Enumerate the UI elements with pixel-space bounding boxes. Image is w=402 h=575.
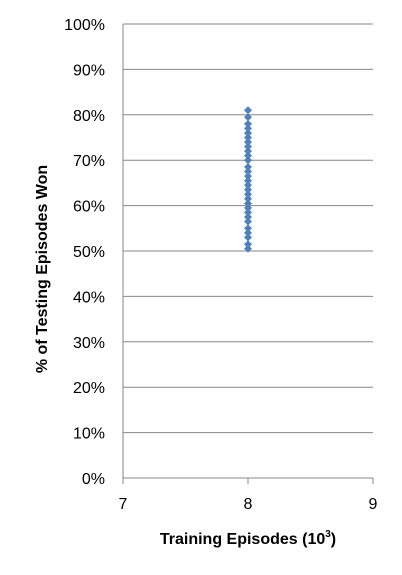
data-point bbox=[244, 142, 252, 151]
y-tick-labels: 0% 10% 20% 30% 40% 50% 60% 70% 80% 90% 100% bbox=[64, 17, 105, 488]
y-tick-label-70pct: 70% bbox=[73, 153, 105, 170]
x-tick-label-9: 9 bbox=[369, 496, 378, 513]
data-point bbox=[244, 124, 252, 133]
data-point bbox=[244, 190, 252, 199]
x-tick-label-7: 7 bbox=[119, 496, 128, 513]
data-point bbox=[244, 113, 252, 122]
data-point bbox=[244, 224, 252, 233]
y-tick-label-20pct: 20% bbox=[73, 380, 105, 397]
data-point bbox=[244, 240, 252, 249]
data-point bbox=[244, 151, 252, 160]
y-tick-label-100pct: 100% bbox=[64, 17, 105, 34]
x-tick-label-8: 8 bbox=[244, 496, 253, 513]
y-tick-label-40pct: 40% bbox=[73, 289, 105, 306]
data-point bbox=[244, 233, 252, 242]
x-axis-title-suffix: ) bbox=[331, 531, 336, 548]
data-point bbox=[244, 147, 252, 156]
data-point bbox=[244, 138, 252, 147]
data-point bbox=[244, 106, 252, 115]
x-axis-title: Training Episodes (103) bbox=[160, 529, 336, 548]
x-axis-title-superscript: 3 bbox=[325, 529, 331, 540]
data-point bbox=[244, 185, 252, 194]
data-point bbox=[244, 181, 252, 190]
x-tick-labels: 7 8 9 bbox=[119, 496, 378, 513]
data-point bbox=[244, 228, 252, 237]
y-tick-label-30pct: 30% bbox=[73, 335, 105, 352]
data-point bbox=[244, 194, 252, 203]
data-point bbox=[244, 176, 252, 185]
x-tick-marks bbox=[122, 478, 374, 484]
y-axis-title: % of Testing Episodes Won bbox=[34, 165, 51, 373]
data-point bbox=[244, 119, 252, 128]
data-point bbox=[244, 156, 252, 165]
y-tick-label-60pct: 60% bbox=[73, 199, 105, 216]
y-tick-label-80pct: 80% bbox=[73, 108, 105, 125]
data-point bbox=[244, 163, 252, 172]
data-point bbox=[244, 128, 252, 137]
y-tick-label-90pct: 90% bbox=[73, 62, 105, 79]
data-point bbox=[244, 167, 252, 176]
data-point bbox=[244, 133, 252, 142]
y-tick-label-0pct: 0% bbox=[82, 471, 105, 488]
data-point bbox=[244, 203, 252, 212]
data-point bbox=[244, 244, 252, 253]
data-point bbox=[244, 212, 252, 221]
y-tick-label-50pct: 50% bbox=[73, 244, 105, 261]
data-points bbox=[244, 106, 252, 253]
data-point bbox=[244, 172, 252, 181]
data-point bbox=[244, 199, 252, 208]
data-point bbox=[244, 217, 252, 226]
data-point bbox=[244, 208, 252, 217]
y-tick-label-10pct: 10% bbox=[73, 426, 105, 443]
x-axis-title-main: Training Episodes (10 bbox=[160, 531, 325, 548]
